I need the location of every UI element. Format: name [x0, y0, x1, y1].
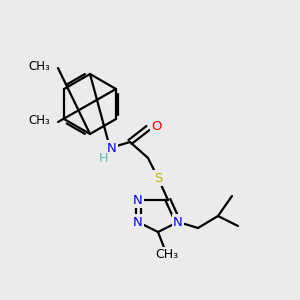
Text: H: H [98, 152, 108, 164]
Text: N: N [107, 142, 117, 154]
Text: N: N [133, 194, 143, 206]
Text: S: S [154, 172, 162, 184]
Text: CH₃: CH₃ [28, 113, 50, 127]
Text: O: O [151, 119, 161, 133]
Text: N: N [173, 215, 183, 229]
Text: CH₃: CH₃ [155, 248, 178, 260]
Text: N: N [133, 215, 143, 229]
Text: CH₃: CH₃ [28, 59, 50, 73]
